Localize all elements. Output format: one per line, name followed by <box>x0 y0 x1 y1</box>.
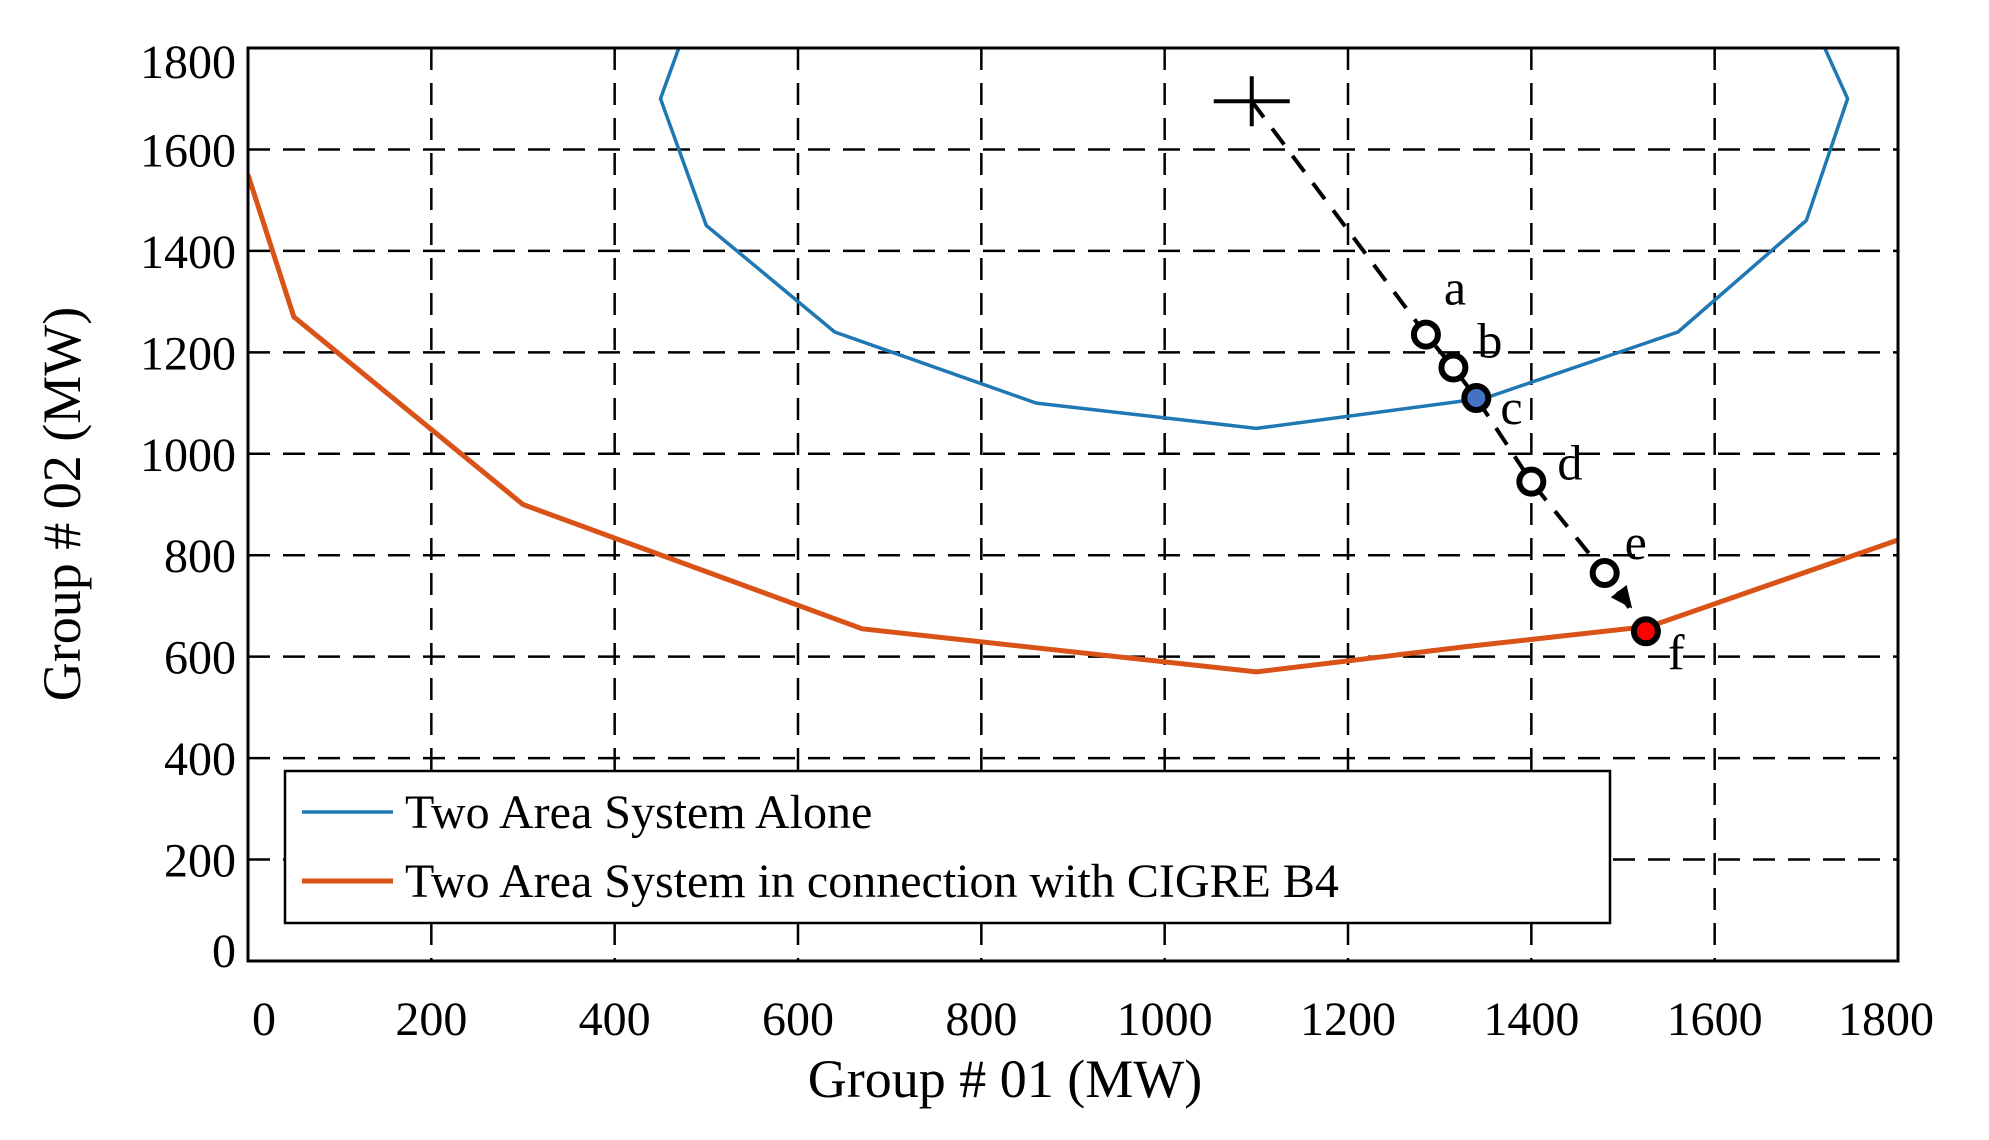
y-tick-label-4: 800 <box>164 530 236 583</box>
point-marker-e <box>1589 557 1620 588</box>
x-tick-label-8: 1600 <box>1667 993 1763 1046</box>
point-marker-d <box>1516 466 1547 497</box>
y-tick-label-3: 600 <box>164 632 236 685</box>
x-tick-label-5: 1000 <box>1117 993 1213 1046</box>
point-marker-a <box>1410 319 1441 350</box>
y-tick-label-0: 0 <box>212 925 236 978</box>
x-tick-label-1: 200 <box>395 993 467 1046</box>
start-marker <box>1213 76 1290 127</box>
y-tick-label-1: 200 <box>164 835 236 888</box>
series-layer <box>248 48 1898 675</box>
x-tick-label-2: 400 <box>579 993 651 1046</box>
y-tick-label-9: 1800 <box>140 36 236 89</box>
y-tick-label-7: 1400 <box>140 226 236 279</box>
trajectory-arrowhead <box>1610 584 1633 609</box>
x-tick-label-7: 1400 <box>1483 993 1579 1046</box>
x-tick-label-6: 1200 <box>1300 993 1396 1046</box>
legend-label-alone: Two Area System Alone <box>405 786 872 839</box>
y-tick-label-5: 1000 <box>140 429 236 482</box>
tick-labels: 0 200 400 600 800 1000 1200 1400 1600 1800 0 200 400… <box>140 36 1934 1046</box>
point-marker-f <box>1630 616 1661 647</box>
y-axis-title: Group # 02 (MW) <box>32 307 92 701</box>
legend-box <box>283 769 1612 925</box>
point-label-d: d <box>1557 435 1582 491</box>
plot-frame <box>246 46 1900 963</box>
x-axis-title: Group # 01 (MW) <box>808 1049 1202 1109</box>
point-marker-c <box>1461 382 1492 413</box>
point-label-f: f <box>1668 624 1685 680</box>
series-line-1 <box>248 174 1898 675</box>
y-tick-label-6: 1200 <box>140 327 236 380</box>
x-tick-label-0: 0 <box>252 993 276 1046</box>
x-tick-label-4: 800 <box>945 993 1017 1046</box>
legend-label-cigre: Two Area System in connection with CIGRE… <box>405 855 1339 908</box>
y-tick-label-8: 1600 <box>140 124 236 177</box>
x-tick-label-3: 600 <box>762 993 834 1046</box>
point-label-b: b <box>1477 313 1502 369</box>
legend: Two Area System Alone Two Area System in… <box>283 769 1612 925</box>
point-label-c: c <box>1500 379 1522 435</box>
point-label-e: e <box>1625 514 1647 570</box>
series-line-0 <box>658 48 1850 431</box>
x-tick-label-9: 1800 <box>1838 993 1934 1046</box>
y-tick-label-2: 400 <box>164 733 236 786</box>
point-marker-b <box>1438 352 1469 383</box>
point-label-a: a <box>1444 260 1466 316</box>
